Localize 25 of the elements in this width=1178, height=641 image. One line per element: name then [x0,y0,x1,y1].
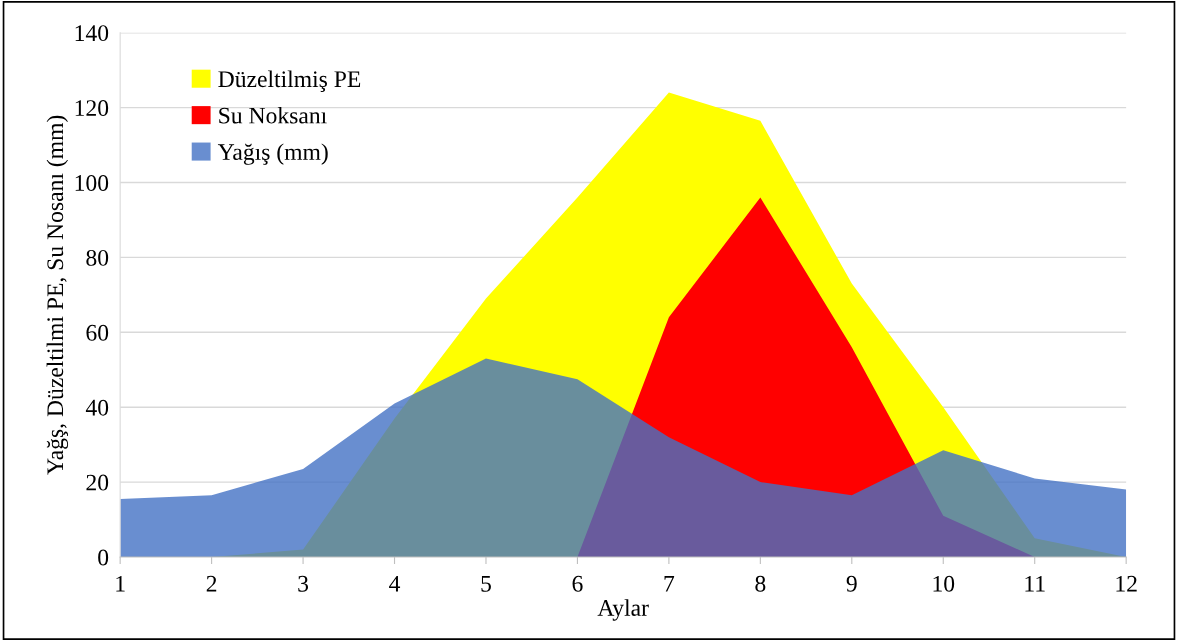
legend-label: Yağış (mm) [217,143,328,165]
x-tick-label: 5 [481,576,491,592]
legend-label: Düzeltilmiş PE [218,70,361,92]
y-tick-label: 120 [75,100,109,117]
x-tick-label: 1 [116,575,125,592]
x-tick-label: 9 [846,575,857,592]
x-tick-label: 3 [298,575,309,592]
legend-label: Su Noksanı [219,106,327,124]
y-tick-label: 20 [86,474,109,491]
x-axis-title: Aylar [597,599,649,621]
y-tick-label: 100 [75,174,109,191]
x-tick-label: 7 [664,576,675,592]
x-tick-label: 10 [933,575,955,592]
x-tick-label: 4 [389,575,401,592]
y-tick-label: 140 [75,25,109,42]
y-tick-label: 40 [85,399,109,416]
x-tick-label: 11 [1025,575,1045,592]
y-tick-label: 0 [98,549,109,566]
y-axis-title: Yağş, Düzeltilmi PE, Su Nosanı (mm) [46,115,69,475]
x-tick-label: 12 [1116,575,1137,592]
y-tick-label: 60 [86,324,109,341]
x-tick-label: 2 [206,575,217,592]
x-tick-label: 8 [755,575,766,592]
y-tick-label: 80 [86,249,109,266]
x-tick-label: 6 [572,575,583,592]
